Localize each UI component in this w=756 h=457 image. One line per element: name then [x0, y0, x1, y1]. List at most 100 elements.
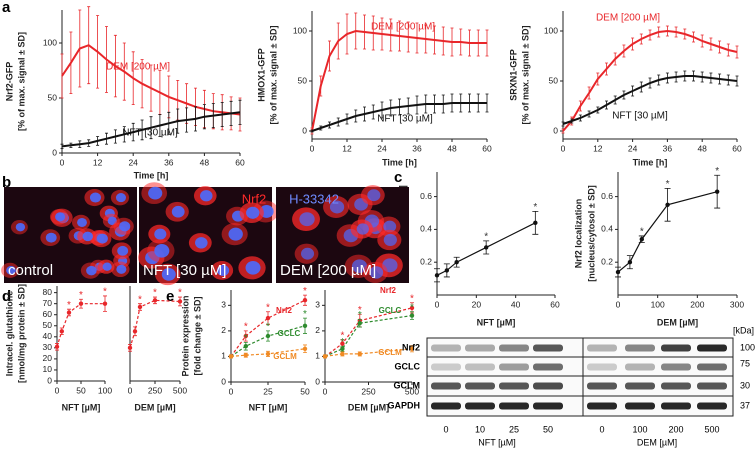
y-axis-label: Nrf2 localization	[573, 199, 583, 269]
x-tick-label: 50	[300, 386, 310, 396]
band	[499, 382, 529, 390]
blot-row-label: Nrf2	[402, 342, 420, 352]
point	[177, 299, 183, 304]
point	[533, 220, 538, 226]
point	[265, 351, 271, 357]
y-tick-label: 50	[43, 320, 53, 330]
y-tick-label: 0	[302, 125, 307, 135]
x-tick-label: 0	[229, 386, 234, 396]
x-axis-label: DEM [µM]	[348, 402, 389, 412]
point	[409, 305, 415, 311]
series-label: GCLC	[379, 306, 402, 315]
image-label: control	[8, 262, 53, 279]
point	[265, 315, 271, 321]
y-axis-label: Protein expression	[180, 295, 190, 376]
lane-label: 10	[475, 424, 485, 434]
series-label: DEM [200 µM]	[596, 13, 660, 24]
channel-label: H-33342	[289, 191, 339, 206]
series-line	[56, 303, 105, 347]
nucleus	[82, 231, 93, 242]
significance-mark: *	[410, 302, 414, 313]
series-line	[230, 325, 306, 357]
y-tick-label: 0	[52, 147, 57, 157]
series-line	[129, 299, 181, 349]
blot-row-label: GCLC	[395, 361, 421, 371]
band	[533, 402, 563, 410]
y-tick-label: 2	[315, 325, 320, 335]
y-tick-label: 50	[298, 75, 308, 85]
x-axis-label: NFT [µM]	[62, 402, 101, 412]
point	[132, 329, 138, 334]
point	[357, 351, 362, 357]
lane-label: 0	[599, 424, 604, 434]
point	[627, 260, 633, 265]
nucleus	[367, 189, 381, 202]
point	[102, 301, 108, 306]
nucleus	[216, 264, 230, 276]
x-tick-label: 0	[55, 385, 60, 395]
nucleus	[195, 237, 208, 249]
y-tick-label: 20	[43, 353, 53, 363]
point	[137, 304, 143, 310]
blot-row-label: GCLM	[394, 380, 421, 390]
band	[465, 344, 495, 352]
nucleus	[228, 227, 243, 241]
panel-letter: b	[2, 174, 11, 191]
x-tick-label: 50	[76, 385, 86, 395]
y-axis-label: Nrf2-GFP	[4, 62, 14, 102]
point	[243, 333, 248, 339]
y-tick-label: 0.6	[601, 191, 613, 201]
nucleus	[383, 220, 397, 233]
nucleus	[301, 247, 315, 260]
x-tick-label: 24	[377, 143, 387, 153]
significance-mark: *	[303, 286, 307, 297]
point	[152, 298, 158, 303]
y-tick-label: 3	[315, 300, 320, 310]
point	[243, 344, 248, 349]
significance-mark: *	[715, 166, 719, 177]
y-axis-label: [% of max. signal ± SD]	[268, 26, 278, 125]
band	[431, 344, 461, 352]
band	[697, 344, 727, 352]
x-tick-label: 36	[164, 157, 174, 167]
nucleus	[6, 265, 16, 275]
y-tick-label: 10	[43, 364, 53, 374]
point	[454, 260, 459, 265]
point	[639, 237, 644, 242]
lane-label: 100	[632, 424, 647, 434]
nucleus	[96, 233, 108, 244]
series-line	[562, 75, 738, 125]
y-tick-label: 80	[43, 287, 53, 297]
band	[431, 382, 461, 390]
series-line	[311, 29, 487, 132]
band	[499, 344, 529, 352]
panel-letter: c	[394, 169, 402, 186]
point	[615, 269, 621, 275]
image-label: NFT [30 µM]	[143, 262, 226, 279]
y-tick-label: 100	[293, 25, 307, 35]
significance-mark: *	[640, 227, 644, 238]
significance-mark: *	[410, 293, 414, 304]
y-tick-label: 2	[221, 325, 226, 335]
kda-label: 100	[740, 342, 755, 352]
group-label: DEM [µM]	[637, 437, 677, 447]
point	[483, 245, 489, 250]
x-tick-label: 0	[128, 385, 133, 395]
y-tick-label: 3	[221, 300, 226, 310]
series-label: GCLM	[273, 352, 297, 361]
x-tick-label: 20	[472, 299, 482, 309]
x-tick-label: 12	[93, 157, 103, 167]
point	[243, 352, 248, 358]
y-tick-label: 0	[553, 125, 558, 135]
y-tick-label: 100	[43, 37, 57, 47]
significance-mark: *	[244, 333, 248, 344]
point	[265, 333, 271, 339]
significance-mark: *	[484, 232, 488, 243]
x-tick-label: 0	[616, 299, 621, 309]
x-tick-label: 40	[511, 299, 521, 309]
nucleus	[245, 260, 261, 275]
point	[340, 351, 345, 357]
x-tick-label: 200	[690, 299, 704, 309]
point	[228, 354, 234, 359]
